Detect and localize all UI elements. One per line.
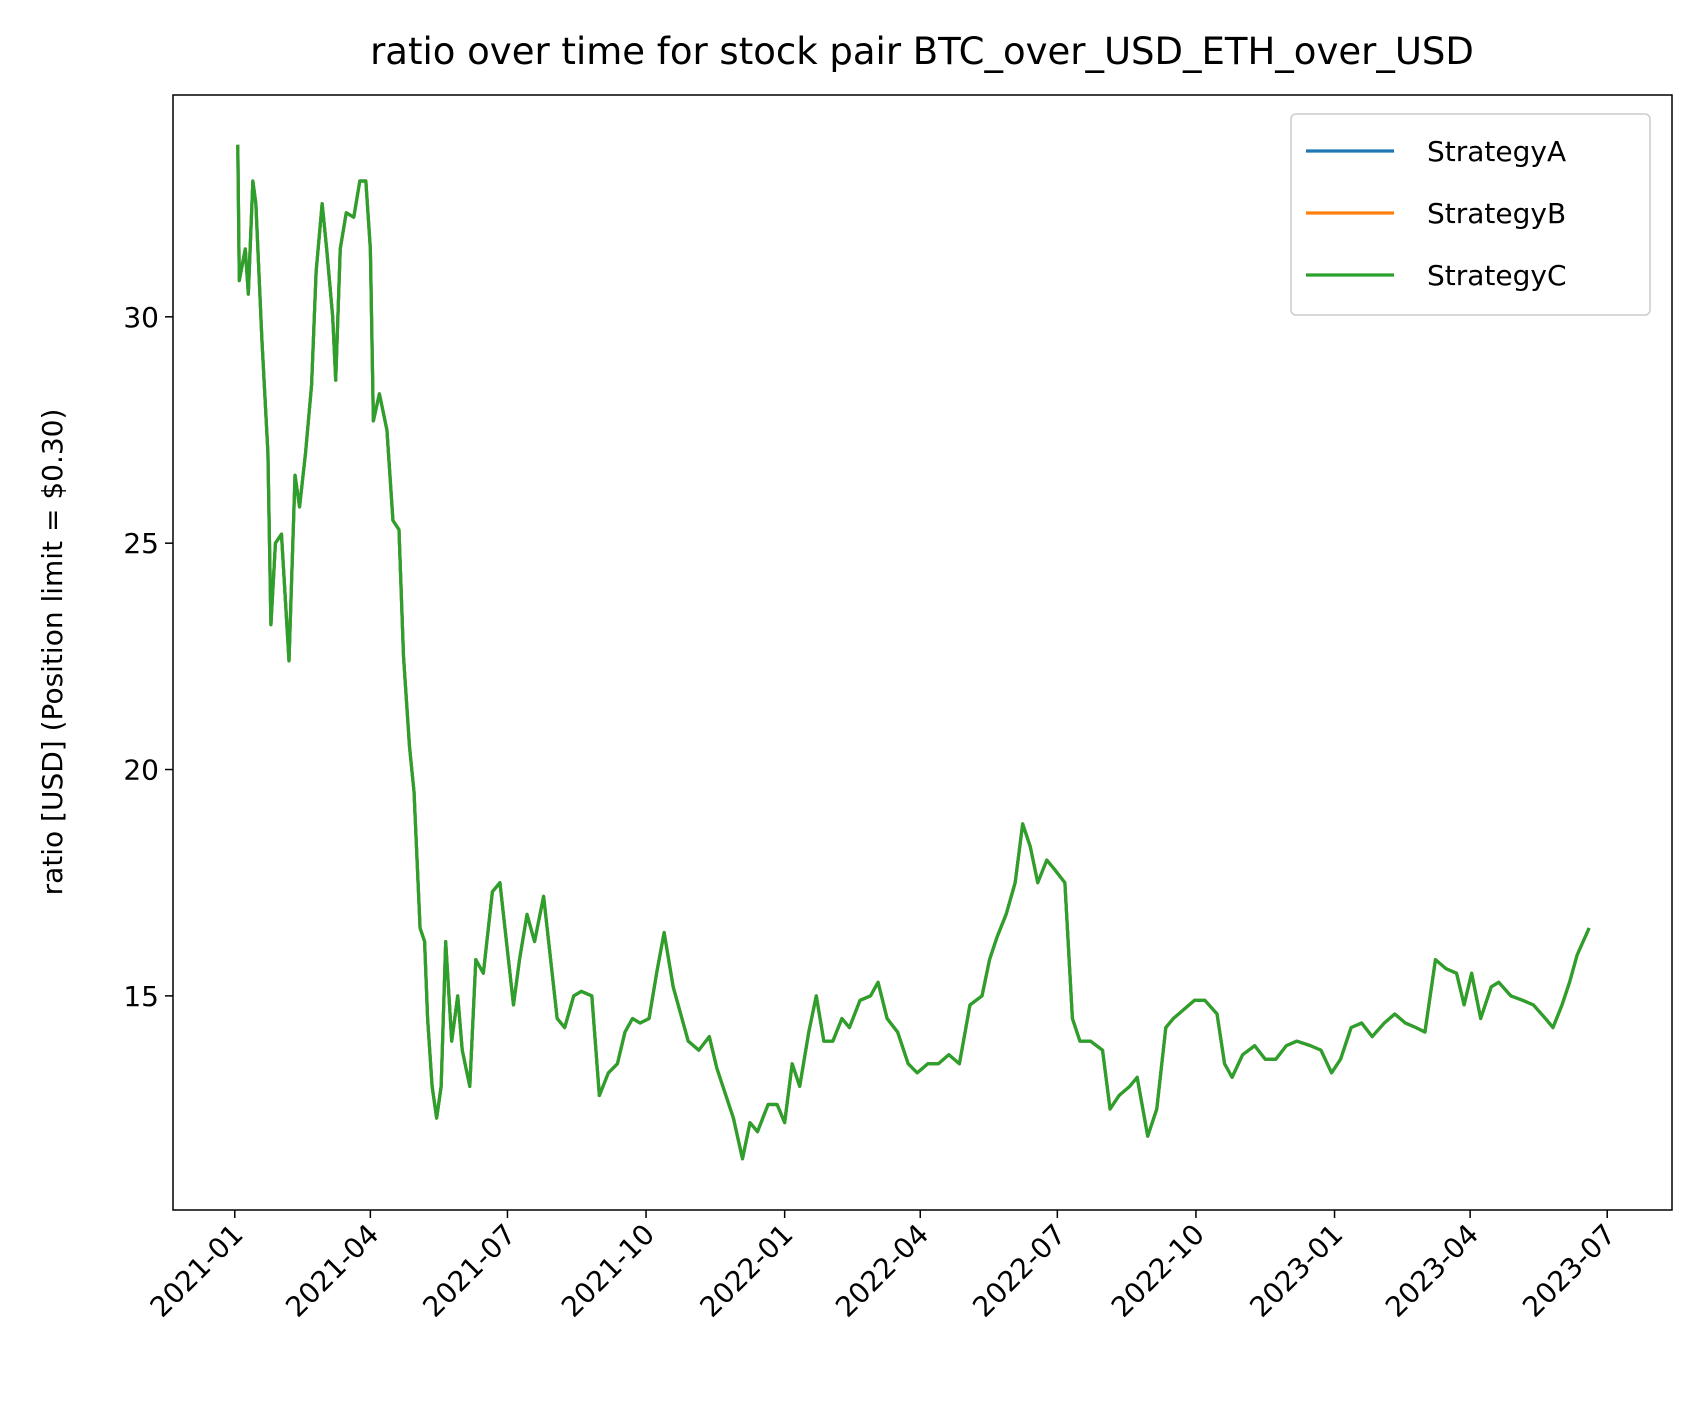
- y-tick-label: 15: [123, 980, 159, 1013]
- legend-label: StrategyA: [1427, 135, 1566, 168]
- chart-title: ratio over time for stock pair BTC_over_…: [370, 30, 1474, 73]
- y-axis-label: ratio [USD] (Position limit = $0.30): [36, 409, 69, 896]
- legend: StrategyA StrategyB StrategyC: [1290, 113, 1651, 316]
- y-tick-label: 20: [123, 754, 159, 787]
- legend-label: StrategyC: [1427, 259, 1567, 292]
- y-tick-label: 25: [123, 527, 159, 560]
- plot-frame: [172, 94, 1673, 1211]
- series-line: [236, 144, 1591, 1161]
- legend-box: [1290, 113, 1651, 316]
- y-tick-label: 30: [123, 301, 159, 334]
- legend-label: StrategyB: [1427, 197, 1566, 230]
